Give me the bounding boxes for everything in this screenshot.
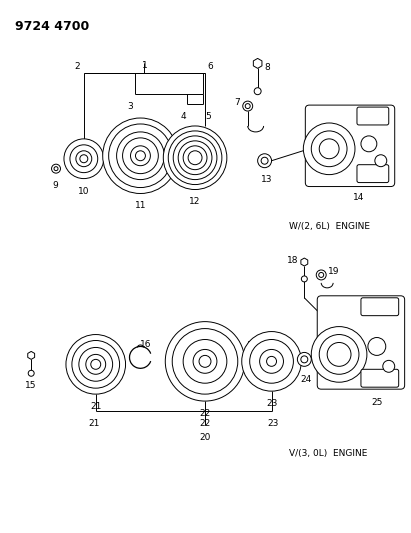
Text: 25: 25 (371, 398, 383, 407)
Circle shape (91, 359, 101, 369)
Circle shape (131, 146, 150, 166)
Circle shape (54, 167, 58, 171)
Circle shape (168, 131, 222, 184)
Text: 22: 22 (199, 409, 210, 418)
Text: 2: 2 (74, 62, 80, 71)
Text: 3: 3 (128, 102, 134, 111)
Circle shape (165, 321, 245, 401)
Circle shape (199, 356, 211, 367)
FancyBboxPatch shape (361, 369, 399, 387)
Circle shape (303, 123, 355, 175)
Circle shape (242, 332, 301, 391)
Text: 24: 24 (301, 375, 312, 384)
Text: 17: 17 (247, 342, 259, 351)
Circle shape (301, 276, 307, 282)
Circle shape (298, 352, 311, 366)
Circle shape (172, 328, 238, 394)
Text: V/(3, 0L)  ENGINE: V/(3, 0L) ENGINE (289, 449, 368, 458)
Circle shape (368, 337, 386, 356)
Text: 21: 21 (88, 419, 99, 428)
Circle shape (51, 164, 60, 173)
Circle shape (109, 124, 172, 188)
Text: W/(2, 6L)  ENGINE: W/(2, 6L) ENGINE (289, 222, 370, 231)
Text: 18: 18 (287, 256, 298, 265)
Circle shape (301, 356, 308, 363)
Circle shape (64, 139, 104, 179)
Text: 7: 7 (234, 98, 240, 107)
Text: 16: 16 (140, 340, 151, 349)
Circle shape (319, 272, 324, 277)
FancyBboxPatch shape (317, 296, 405, 389)
Circle shape (245, 103, 250, 109)
Circle shape (249, 356, 256, 364)
Circle shape (117, 132, 164, 180)
Text: 11: 11 (135, 201, 146, 211)
Circle shape (136, 151, 145, 161)
Circle shape (383, 360, 395, 372)
Text: 13: 13 (261, 175, 272, 184)
Circle shape (86, 354, 106, 374)
Text: 14: 14 (353, 192, 365, 201)
Circle shape (311, 131, 347, 167)
Circle shape (361, 136, 377, 152)
Circle shape (80, 155, 88, 163)
Circle shape (193, 350, 217, 373)
Text: 10: 10 (78, 187, 90, 196)
Circle shape (375, 155, 387, 167)
Circle shape (261, 157, 268, 164)
Circle shape (76, 151, 92, 167)
Circle shape (163, 126, 227, 190)
Text: 20: 20 (199, 433, 211, 442)
Text: 22: 22 (199, 419, 210, 428)
Circle shape (250, 340, 293, 383)
Circle shape (103, 118, 178, 193)
Text: 12: 12 (189, 197, 201, 206)
Circle shape (267, 357, 277, 366)
Text: 23: 23 (268, 419, 279, 428)
Text: 4: 4 (180, 112, 186, 121)
Circle shape (70, 145, 98, 173)
Text: 5: 5 (205, 112, 211, 121)
Circle shape (311, 327, 367, 382)
Circle shape (327, 343, 351, 366)
Text: 8: 8 (265, 63, 270, 72)
Ellipse shape (246, 348, 260, 372)
Circle shape (66, 335, 125, 394)
Text: 15: 15 (25, 381, 37, 390)
FancyBboxPatch shape (361, 298, 399, 316)
Circle shape (258, 154, 272, 168)
Text: 23: 23 (266, 399, 277, 408)
Circle shape (243, 101, 253, 111)
Text: 9724 4700: 9724 4700 (15, 20, 90, 33)
FancyBboxPatch shape (305, 105, 395, 187)
Circle shape (183, 146, 207, 169)
Circle shape (188, 151, 202, 165)
Circle shape (28, 370, 34, 376)
Text: 19: 19 (328, 267, 339, 276)
FancyBboxPatch shape (357, 107, 389, 125)
Text: 21: 21 (90, 402, 102, 411)
Circle shape (178, 141, 212, 175)
Circle shape (183, 340, 227, 383)
Circle shape (260, 350, 284, 373)
FancyBboxPatch shape (357, 165, 389, 183)
Circle shape (79, 348, 113, 381)
Circle shape (319, 335, 359, 374)
Circle shape (72, 341, 120, 388)
Text: 6: 6 (207, 62, 213, 71)
Text: 9: 9 (52, 181, 58, 190)
Circle shape (122, 138, 158, 174)
Circle shape (319, 139, 339, 159)
Text: 1: 1 (141, 61, 147, 70)
Circle shape (316, 270, 326, 280)
Circle shape (254, 88, 261, 95)
Circle shape (173, 136, 217, 180)
